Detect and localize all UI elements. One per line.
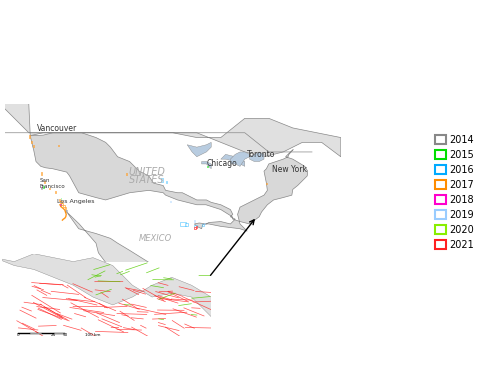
Bar [194,227,196,229]
Text: San
Francisco: San Francisco [40,178,66,189]
Text: Toronto: Toronto [247,150,276,159]
Bar [61,203,63,205]
Polygon shape [221,154,245,166]
Text: UNITED: UNITED [128,167,165,177]
Bar [54,333,65,334]
Bar [44,181,45,183]
Polygon shape [0,80,341,157]
Bar [43,186,44,188]
Bar [41,172,42,175]
Bar [61,203,62,205]
Text: 100 km: 100 km [85,333,101,337]
Polygon shape [250,152,264,162]
Bar [60,204,61,206]
Bar [266,183,267,184]
Polygon shape [230,152,250,166]
Text: 50: 50 [63,333,68,337]
Bar [161,178,163,182]
Bar [170,201,171,202]
Text: Chicago: Chicago [207,159,238,168]
Bar [30,333,42,334]
Bar [31,141,32,143]
Text: Los Angeles: Los Angeles [57,199,94,204]
Bar [40,187,42,189]
Bar [60,201,62,203]
Bar [194,221,195,222]
Polygon shape [67,212,211,296]
Bar [65,207,66,209]
Polygon shape [187,142,211,157]
Polygon shape [202,162,211,169]
Bar [49,188,50,189]
Bar [60,204,61,205]
Text: STATES: STATES [129,175,164,185]
Bar [41,186,42,187]
Bar [207,166,208,167]
Text: MEXICO: MEXICO [139,234,172,243]
Bar [64,210,66,212]
Bar [180,222,186,226]
Text: 25: 25 [51,333,56,337]
Bar [29,135,30,138]
Text: Vancouver: Vancouver [36,124,77,133]
Polygon shape [30,133,308,231]
Bar [185,223,188,226]
Bar [55,191,56,193]
Bar [196,226,197,228]
Bar [18,333,30,334]
Text: New York: New York [272,165,307,174]
Bar [42,333,54,334]
Text: 0: 0 [17,333,20,337]
Bar [166,181,167,183]
Bar [59,199,60,201]
Bar [63,205,65,207]
Bar [33,145,34,147]
Bar [58,145,59,146]
Polygon shape [0,254,211,317]
Bar [126,173,127,175]
Bar [66,209,67,211]
Legend: 2014, 2015, 2016, 2017, 2018, 2019, 2020, 2021: 2014, 2015, 2016, 2017, 2018, 2019, 2020… [435,135,474,250]
Bar [41,186,42,188]
Bar [202,224,204,226]
Bar [194,225,197,227]
